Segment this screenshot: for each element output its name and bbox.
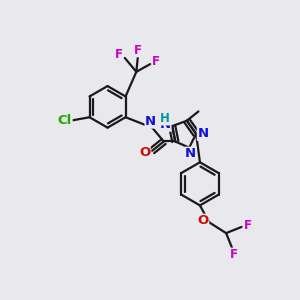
Text: H: H (160, 112, 170, 125)
Text: N: N (197, 127, 208, 140)
Text: N: N (145, 115, 156, 128)
Text: O: O (197, 214, 209, 227)
Text: N: N (185, 147, 196, 160)
Text: O: O (139, 146, 150, 159)
Text: F: F (230, 248, 238, 261)
Text: Cl: Cl (58, 114, 72, 127)
Text: F: F (115, 48, 123, 62)
Text: F: F (244, 219, 252, 232)
Text: F: F (152, 55, 160, 68)
Text: F: F (134, 44, 142, 57)
Text: N: N (160, 118, 171, 131)
